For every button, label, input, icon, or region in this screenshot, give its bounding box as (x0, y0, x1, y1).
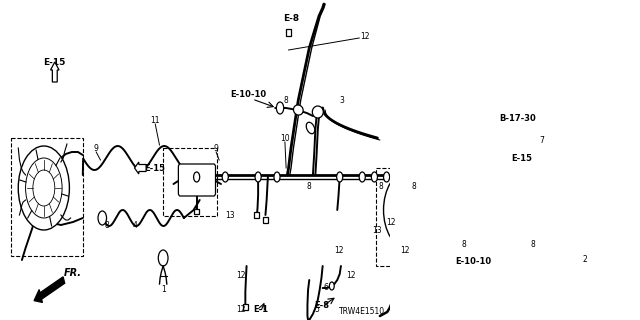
Text: 12: 12 (387, 218, 396, 227)
Text: E-10-10: E-10-10 (230, 90, 266, 99)
Text: 9: 9 (214, 143, 218, 153)
FancyBboxPatch shape (179, 164, 216, 196)
Bar (243, 304, 248, 310)
FancyArrow shape (521, 152, 532, 164)
Circle shape (98, 211, 106, 225)
Text: 11: 11 (150, 116, 160, 124)
Ellipse shape (294, 105, 303, 115)
Bar (163, 148, 217, 216)
Text: 8: 8 (379, 181, 383, 190)
Circle shape (392, 185, 422, 235)
Circle shape (337, 172, 343, 182)
Text: 12: 12 (236, 306, 246, 315)
Text: 8: 8 (284, 95, 289, 105)
Circle shape (193, 172, 200, 182)
Circle shape (383, 172, 430, 248)
Circle shape (532, 252, 539, 262)
FancyArrow shape (51, 62, 59, 82)
Text: E-8: E-8 (283, 13, 299, 22)
Ellipse shape (307, 122, 315, 134)
Text: 8: 8 (412, 181, 417, 190)
Circle shape (33, 170, 55, 206)
Text: 12: 12 (400, 245, 410, 254)
Bar (376, 168, 434, 266)
Circle shape (276, 102, 284, 114)
Circle shape (26, 158, 62, 218)
Text: B-17-30: B-17-30 (499, 114, 536, 123)
Text: 8: 8 (307, 181, 312, 190)
Bar (11, 138, 83, 256)
Text: E-1: E-1 (253, 306, 268, 315)
Bar (263, 217, 268, 223)
Text: 12: 12 (333, 245, 343, 254)
Text: 8: 8 (531, 239, 536, 249)
Text: 6: 6 (323, 284, 328, 292)
Circle shape (158, 250, 168, 266)
Bar (194, 209, 199, 213)
Bar (286, 28, 291, 36)
Text: E-15: E-15 (511, 154, 532, 163)
Text: 2: 2 (582, 255, 587, 265)
Text: E-10-10: E-10-10 (456, 258, 492, 267)
FancyArrow shape (134, 162, 146, 174)
Ellipse shape (312, 106, 323, 118)
Text: 13: 13 (225, 211, 235, 220)
Circle shape (222, 172, 228, 182)
Text: 5: 5 (314, 306, 319, 315)
Circle shape (359, 172, 365, 182)
Text: E-8: E-8 (314, 301, 329, 310)
Text: 3: 3 (340, 95, 344, 105)
Text: 1: 1 (161, 285, 166, 294)
Text: E-15: E-15 (44, 58, 66, 67)
Text: 12: 12 (346, 270, 355, 279)
Text: 9: 9 (93, 143, 99, 153)
Text: 8: 8 (104, 220, 109, 229)
Circle shape (255, 172, 261, 182)
Text: 10: 10 (280, 133, 290, 142)
Text: 7: 7 (540, 135, 544, 145)
Text: 13: 13 (372, 226, 382, 235)
Text: 12: 12 (360, 31, 370, 41)
Text: E-15: E-15 (144, 164, 165, 172)
Text: FR.: FR. (64, 268, 82, 278)
Circle shape (19, 146, 69, 230)
Circle shape (383, 172, 390, 182)
Circle shape (274, 172, 280, 182)
Circle shape (330, 282, 334, 290)
FancyArrow shape (34, 277, 65, 302)
Circle shape (435, 197, 442, 207)
Circle shape (371, 172, 378, 182)
Text: 8: 8 (461, 239, 467, 249)
Text: 12: 12 (236, 270, 246, 279)
Text: TRW4E1510: TRW4E1510 (339, 307, 385, 316)
Text: 4: 4 (132, 220, 138, 229)
Bar (255, 212, 259, 218)
